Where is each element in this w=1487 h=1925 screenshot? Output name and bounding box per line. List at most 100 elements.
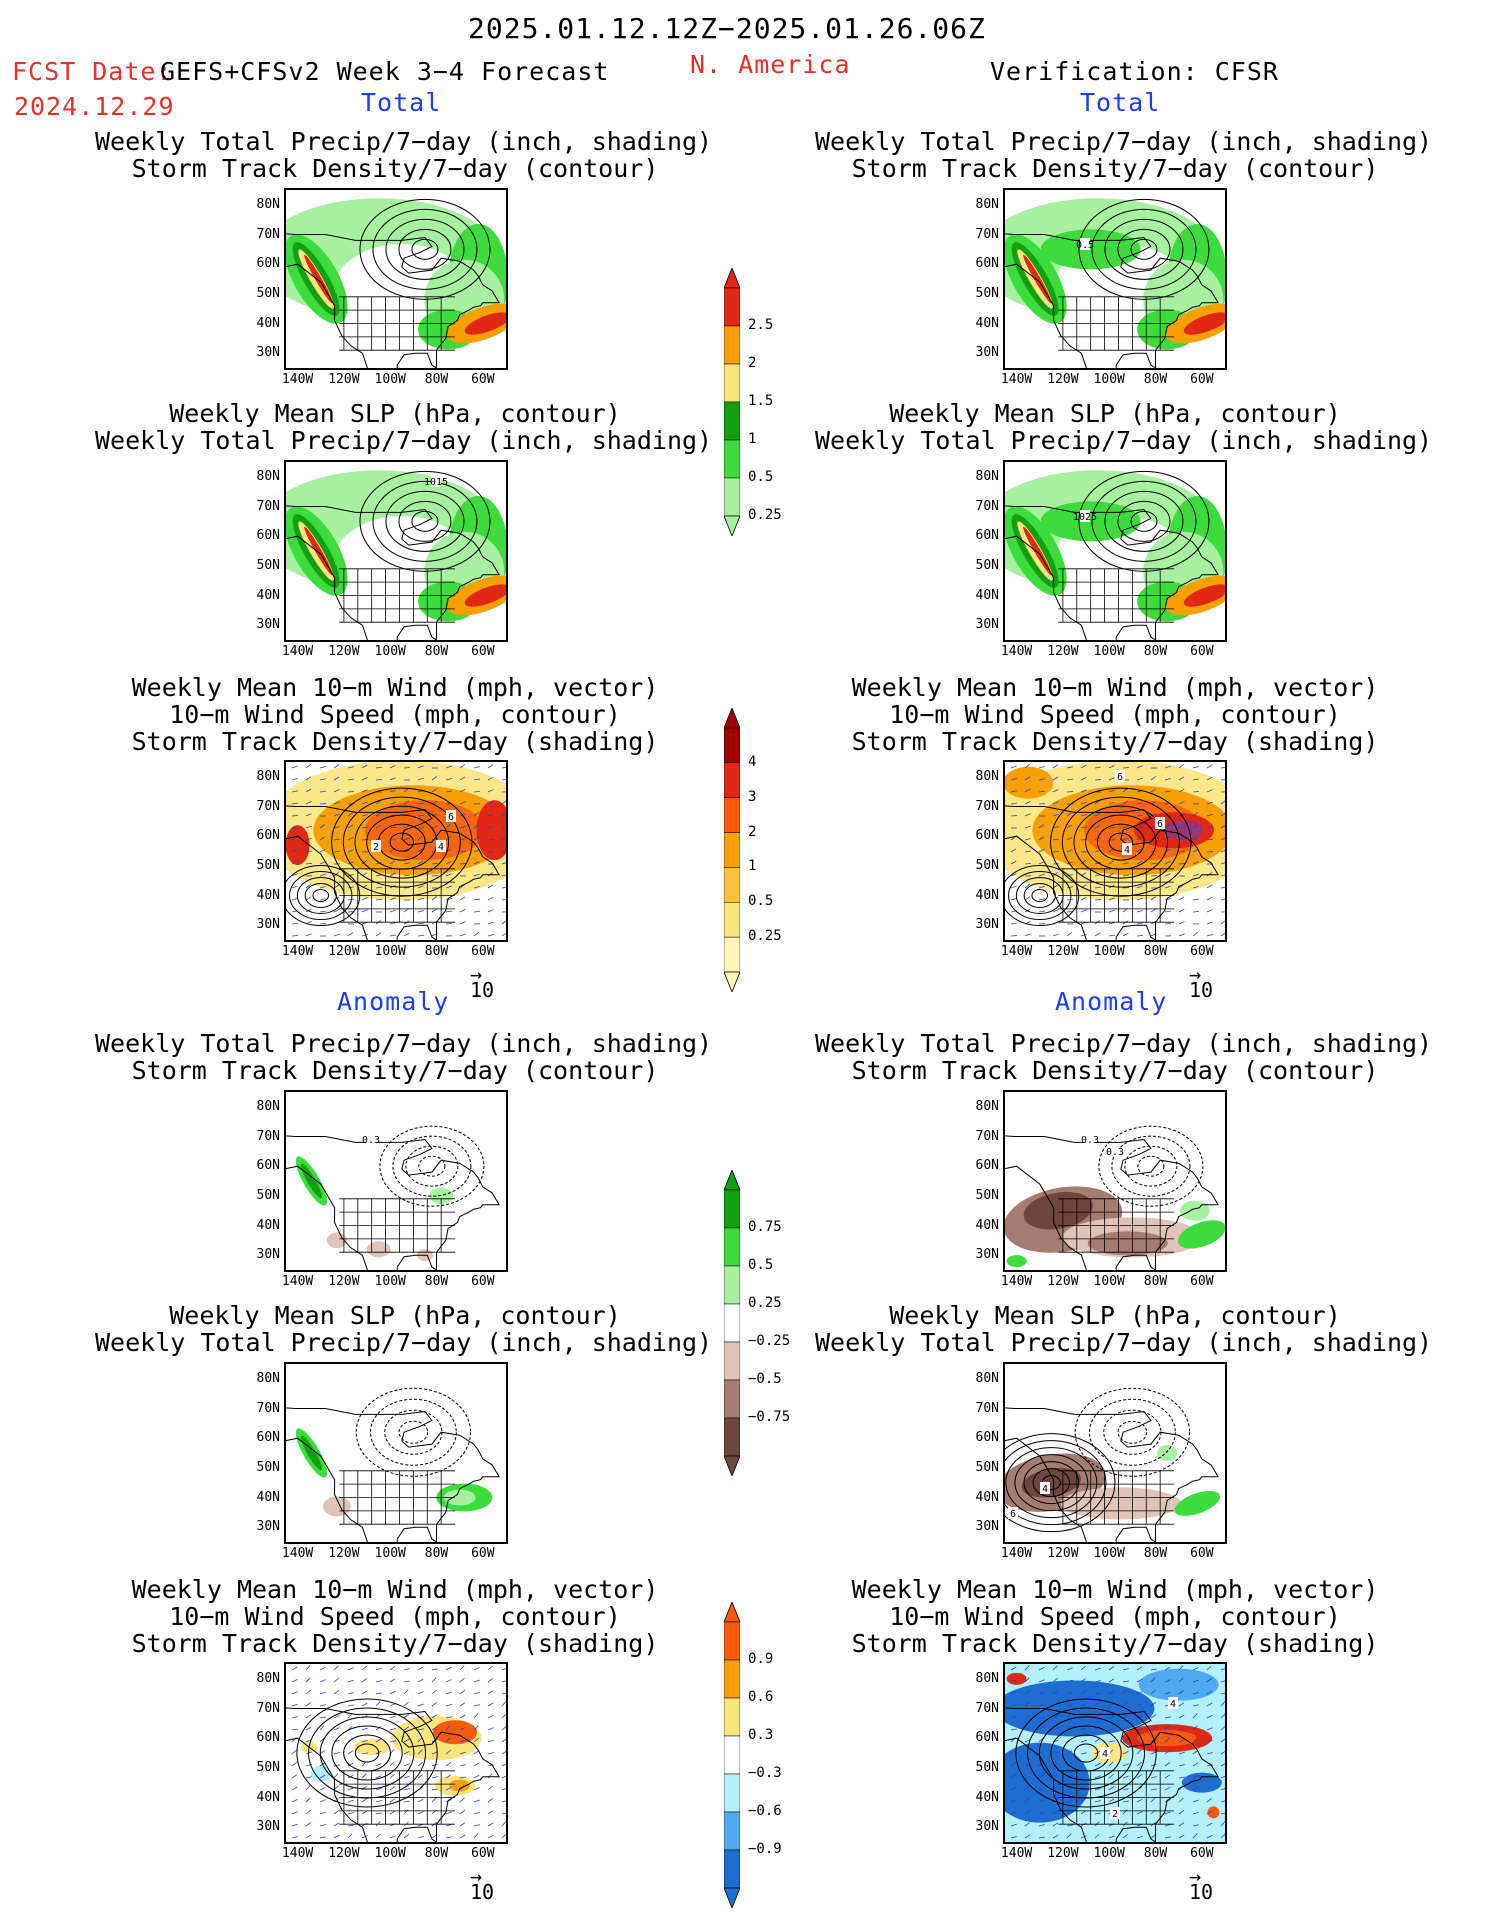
lon-tick-label: 100W (1093, 644, 1125, 659)
lat-tick-label: 70N (256, 226, 280, 242)
lat-tick-label: 80N (975, 768, 999, 784)
colorbar-label: −0.25 (748, 1333, 791, 1349)
lon-tick-label: 60W (471, 1274, 495, 1289)
lat-tick-label: 50N (256, 1459, 280, 1475)
lat-tick-label: 40N (975, 587, 999, 603)
panel-title-line: Storm Track Density/7−day (contour) (131, 1056, 659, 1085)
lon-tick-label: 80W (424, 644, 449, 659)
lat-tick-label: 60N (256, 1730, 280, 1746)
map-plot: 1025 (1005, 470, 1225, 640)
vector-reference: 10 → (470, 1864, 495, 1904)
lon-tick-label: 100W (1093, 944, 1125, 959)
lat-tick-label: 50N (256, 1187, 280, 1203)
lon-tick-label: 80W (424, 1846, 449, 1861)
lat-tick-label: 80N (975, 1370, 999, 1386)
lat-tick-label: 40N (975, 1789, 999, 1805)
svg-text:0.3: 0.3 (1081, 1135, 1099, 1146)
colorbar-label: 2 (748, 355, 757, 371)
colorbar-storm-total (724, 708, 740, 992)
lon-tick-label: 140W (281, 1274, 314, 1289)
svg-text:6: 6 (448, 812, 454, 823)
lon-tick-label: 60W (1190, 1846, 1214, 1861)
colorbar-label: 0.25 (748, 507, 782, 523)
lat-tick-label: 70N (975, 1400, 999, 1416)
lon-tick-label: 80W (1143, 644, 1168, 659)
lat-tick-label: 50N (256, 285, 280, 301)
lon-tick-label: 60W (1190, 1546, 1214, 1561)
lon-tick-label: 120W (1047, 1546, 1079, 1561)
panel-title-line: Weekly Mean 10−m Wind (mph, vector) (131, 673, 659, 702)
lat-tick-label: 30N (975, 617, 999, 633)
lon-tick-label: 60W (1190, 372, 1214, 387)
lon-tick-label: 100W (374, 1274, 406, 1289)
lat-tick-label: 40N (256, 315, 280, 331)
colorbar-storm-anomaly (724, 1602, 740, 1908)
lat-tick-label: 80N (256, 196, 280, 212)
lon-tick-label: 60W (1190, 944, 1214, 959)
lat-tick-label: 30N (256, 1519, 280, 1535)
svg-text:6: 6 (1157, 819, 1163, 830)
lon-tick-label: 80W (1143, 944, 1168, 959)
panel-title-line: Storm Track Density/7−day (contour) (131, 154, 659, 183)
lon-tick-label: 120W (1047, 1274, 1079, 1289)
map-panel-wind-verification: 6 6 4 (1003, 760, 1227, 942)
colorbar-label: −0.6 (748, 1803, 782, 1819)
lat-tick-label: 50N (975, 557, 999, 573)
svg-text:6: 6 (1010, 1509, 1016, 1520)
panel-title-line: Weekly Mean SLP (hPa, contour) (889, 399, 1341, 428)
lon-tick-label: 80W (424, 1546, 449, 1561)
lon-tick-label: 140W (281, 372, 314, 387)
lat-tick-label: 70N (975, 798, 999, 814)
lat-tick-label: 70N (256, 1400, 280, 1416)
lat-tick-label: 80N (975, 1098, 999, 1114)
lon-tick-label: 60W (471, 372, 495, 387)
panel-title-line: Weekly Total Precip/7−day (inch, shading… (815, 127, 1433, 156)
map-panel-slp-precip-verification: 1025 (1003, 460, 1227, 642)
section-total-right: Total (1080, 88, 1161, 117)
map-plot (286, 198, 506, 368)
lat-tick-label: 50N (975, 857, 999, 873)
lon-tick-label: 100W (1093, 1274, 1125, 1289)
lat-tick-label: 80N (975, 196, 999, 212)
verification-title: Verification: CFSR (990, 57, 1279, 86)
section-anomaly-right: Anomaly (1055, 987, 1168, 1016)
colorbar-label: 0.6 (748, 1689, 774, 1705)
model-title: GEFS+CFSv2 Week 3−4 Forecast (160, 57, 610, 86)
colorbar-label: 0.75 (748, 1219, 782, 1235)
lon-tick-label: 120W (1047, 944, 1079, 959)
lat-tick-label: 60N (256, 1430, 280, 1446)
lat-tick-label: 30N (256, 917, 280, 933)
lon-tick-label: 60W (1190, 1274, 1214, 1289)
lat-tick-label: 30N (975, 1247, 999, 1263)
panel-title-line: 10−m Wind Speed (mph, contour) (169, 1602, 621, 1631)
svg-text:2: 2 (373, 842, 379, 853)
lon-tick-label: 140W (1000, 1846, 1033, 1861)
panel-title-line: Weekly Mean SLP (hPa, contour) (169, 399, 621, 428)
lat-tick-label: 60N (256, 528, 280, 544)
lon-tick-label: 80W (1143, 372, 1168, 387)
panel-title-line: Weekly Mean 10−m Wind (mph, vector) (131, 1575, 659, 1604)
lat-tick-label: 80N (975, 468, 999, 484)
lat-tick-label: 60N (975, 256, 999, 272)
svg-text:1015: 1015 (424, 477, 448, 488)
lat-tick-label: 30N (256, 617, 280, 633)
lat-tick-label: 30N (256, 1247, 280, 1263)
lon-tick-label: 100W (1093, 1546, 1125, 1561)
map-plot: 4 4 2 (1005, 1664, 1225, 1842)
lat-tick-label: 60N (975, 1430, 999, 1446)
lat-tick-label: 60N (975, 528, 999, 544)
section-total-left: Total (361, 88, 442, 117)
panel-title-line: Storm Track Density/7−day (shading) (131, 727, 659, 756)
lon-tick-label: 140W (281, 644, 314, 659)
map-panel-slp-precip-forecast: 1015 (284, 460, 508, 642)
lat-tick-label: 70N (256, 1700, 280, 1716)
lat-tick-label: 70N (256, 498, 280, 514)
panel-title-line: 10−m Wind Speed (mph, contour) (889, 700, 1341, 729)
map-panel-precip-storm-anomaly-verification: 0.3 0.3 (1003, 1090, 1227, 1272)
colorbar-label: 0.5 (748, 469, 774, 485)
vector-reference-arrow: → (470, 962, 483, 986)
panel-title-line: 10−m Wind Speed (mph, contour) (169, 700, 621, 729)
lon-tick-label: 120W (1047, 644, 1079, 659)
lat-tick-label: 30N (975, 1819, 999, 1835)
map-panel-precip-storm-verification: 0.5 (1003, 188, 1227, 370)
